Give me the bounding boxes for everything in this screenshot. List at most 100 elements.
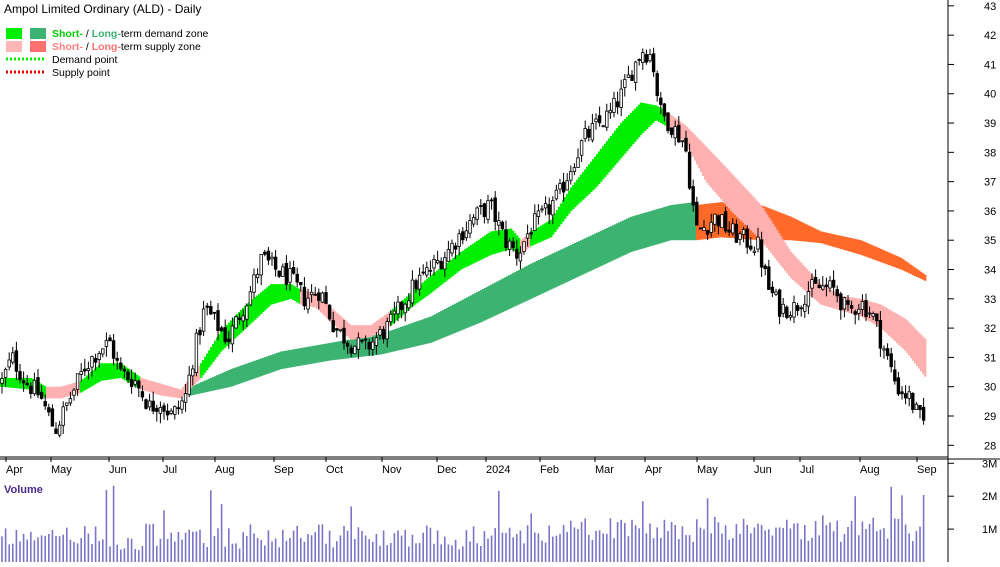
candle (219, 325, 224, 332)
zone-strip (460, 300, 463, 331)
zone-strip (808, 225, 811, 242)
candle (396, 295, 400, 322)
volume-bar (73, 541, 75, 562)
candle-body (435, 260, 440, 264)
zone-strip (210, 347, 213, 365)
zone-strip (826, 287, 829, 307)
candle-body (558, 183, 562, 190)
zone-strip (442, 265, 445, 284)
zone-strip (322, 344, 325, 362)
candle (245, 303, 249, 328)
zone-strip (226, 324, 229, 346)
zone-strip (664, 110, 667, 126)
month-label: Feb (540, 464, 559, 476)
zone-strip (858, 239, 861, 255)
zone-strip (334, 311, 337, 326)
candle (205, 302, 209, 316)
price-tick-label: 38 (984, 147, 996, 159)
zone-strip (446, 262, 449, 281)
candle (569, 165, 573, 185)
candle-body (75, 373, 80, 390)
zone-strip (822, 231, 825, 244)
candle-body (705, 230, 710, 235)
candle (817, 278, 821, 289)
zone-strip (294, 349, 297, 367)
candle (795, 302, 800, 316)
zone-strip (606, 141, 609, 175)
zone-strip (600, 230, 603, 266)
zone-strip (620, 123, 623, 159)
candle-body (551, 200, 555, 216)
zone-strip (342, 340, 345, 359)
candle-body (324, 292, 328, 304)
candle (331, 311, 335, 333)
zone-strip (676, 204, 679, 241)
zone-strip (378, 334, 381, 355)
candle (360, 339, 364, 344)
zone-strip (788, 248, 791, 276)
zone-strip (182, 386, 185, 397)
volume-bar (768, 529, 770, 562)
price-tick-label: 31 (984, 352, 996, 364)
candle-body (403, 303, 407, 314)
volume-bar (782, 528, 784, 562)
candle (835, 285, 839, 303)
volume-bar (19, 541, 21, 562)
zone-strip (638, 104, 641, 138)
candle (615, 91, 620, 115)
zone-strip (536, 227, 539, 244)
zone-strip (584, 169, 587, 198)
zone-strip (454, 303, 457, 333)
volume-bar (15, 529, 18, 562)
zone-strip (922, 273, 925, 280)
zone-strip (506, 276, 509, 311)
zone-strip (44, 386, 47, 398)
zone-strip (886, 251, 889, 265)
zone-strip (324, 343, 327, 362)
zone-strip (60, 386, 63, 399)
candle (486, 194, 490, 224)
candle-body (450, 242, 454, 254)
candle (421, 264, 425, 276)
volume-bar (116, 544, 118, 562)
candle (25, 374, 29, 387)
candle (277, 270, 281, 278)
volume-bar (282, 529, 284, 562)
volume-bar (480, 545, 482, 562)
zone-strip (780, 212, 783, 241)
volume-bar (811, 537, 813, 562)
zone-strip (360, 325, 363, 339)
zone-strip (904, 260, 907, 272)
zone-strip (598, 231, 601, 267)
zone-strip (748, 192, 751, 229)
zone-strip (862, 241, 865, 256)
candle-body (633, 61, 638, 83)
candle-body (745, 228, 749, 248)
candle-body (263, 251, 267, 255)
zone-strip (822, 285, 825, 306)
candle (133, 372, 137, 388)
candle (345, 340, 350, 355)
zone-strip (492, 283, 495, 317)
zone-strip (380, 317, 383, 332)
zone-strip (404, 325, 407, 349)
price-tick-label: 42 (984, 30, 996, 42)
candle-body (803, 303, 807, 312)
candle-body (702, 227, 706, 232)
candle (500, 220, 505, 231)
zone-strip (374, 322, 377, 335)
zone-strip (202, 381, 205, 393)
candle (385, 317, 389, 348)
zone-strip (452, 258, 455, 276)
candle (518, 246, 523, 270)
zone-strip (714, 155, 717, 193)
volume-bar (861, 521, 864, 562)
candle-body (288, 268, 292, 283)
zone-strip (798, 260, 801, 286)
candle-body (579, 140, 584, 156)
candle-body (122, 368, 127, 372)
volume-bar (523, 543, 525, 562)
zone-strip (424, 280, 427, 298)
zone-strip (724, 166, 727, 204)
candle-body (194, 332, 199, 373)
